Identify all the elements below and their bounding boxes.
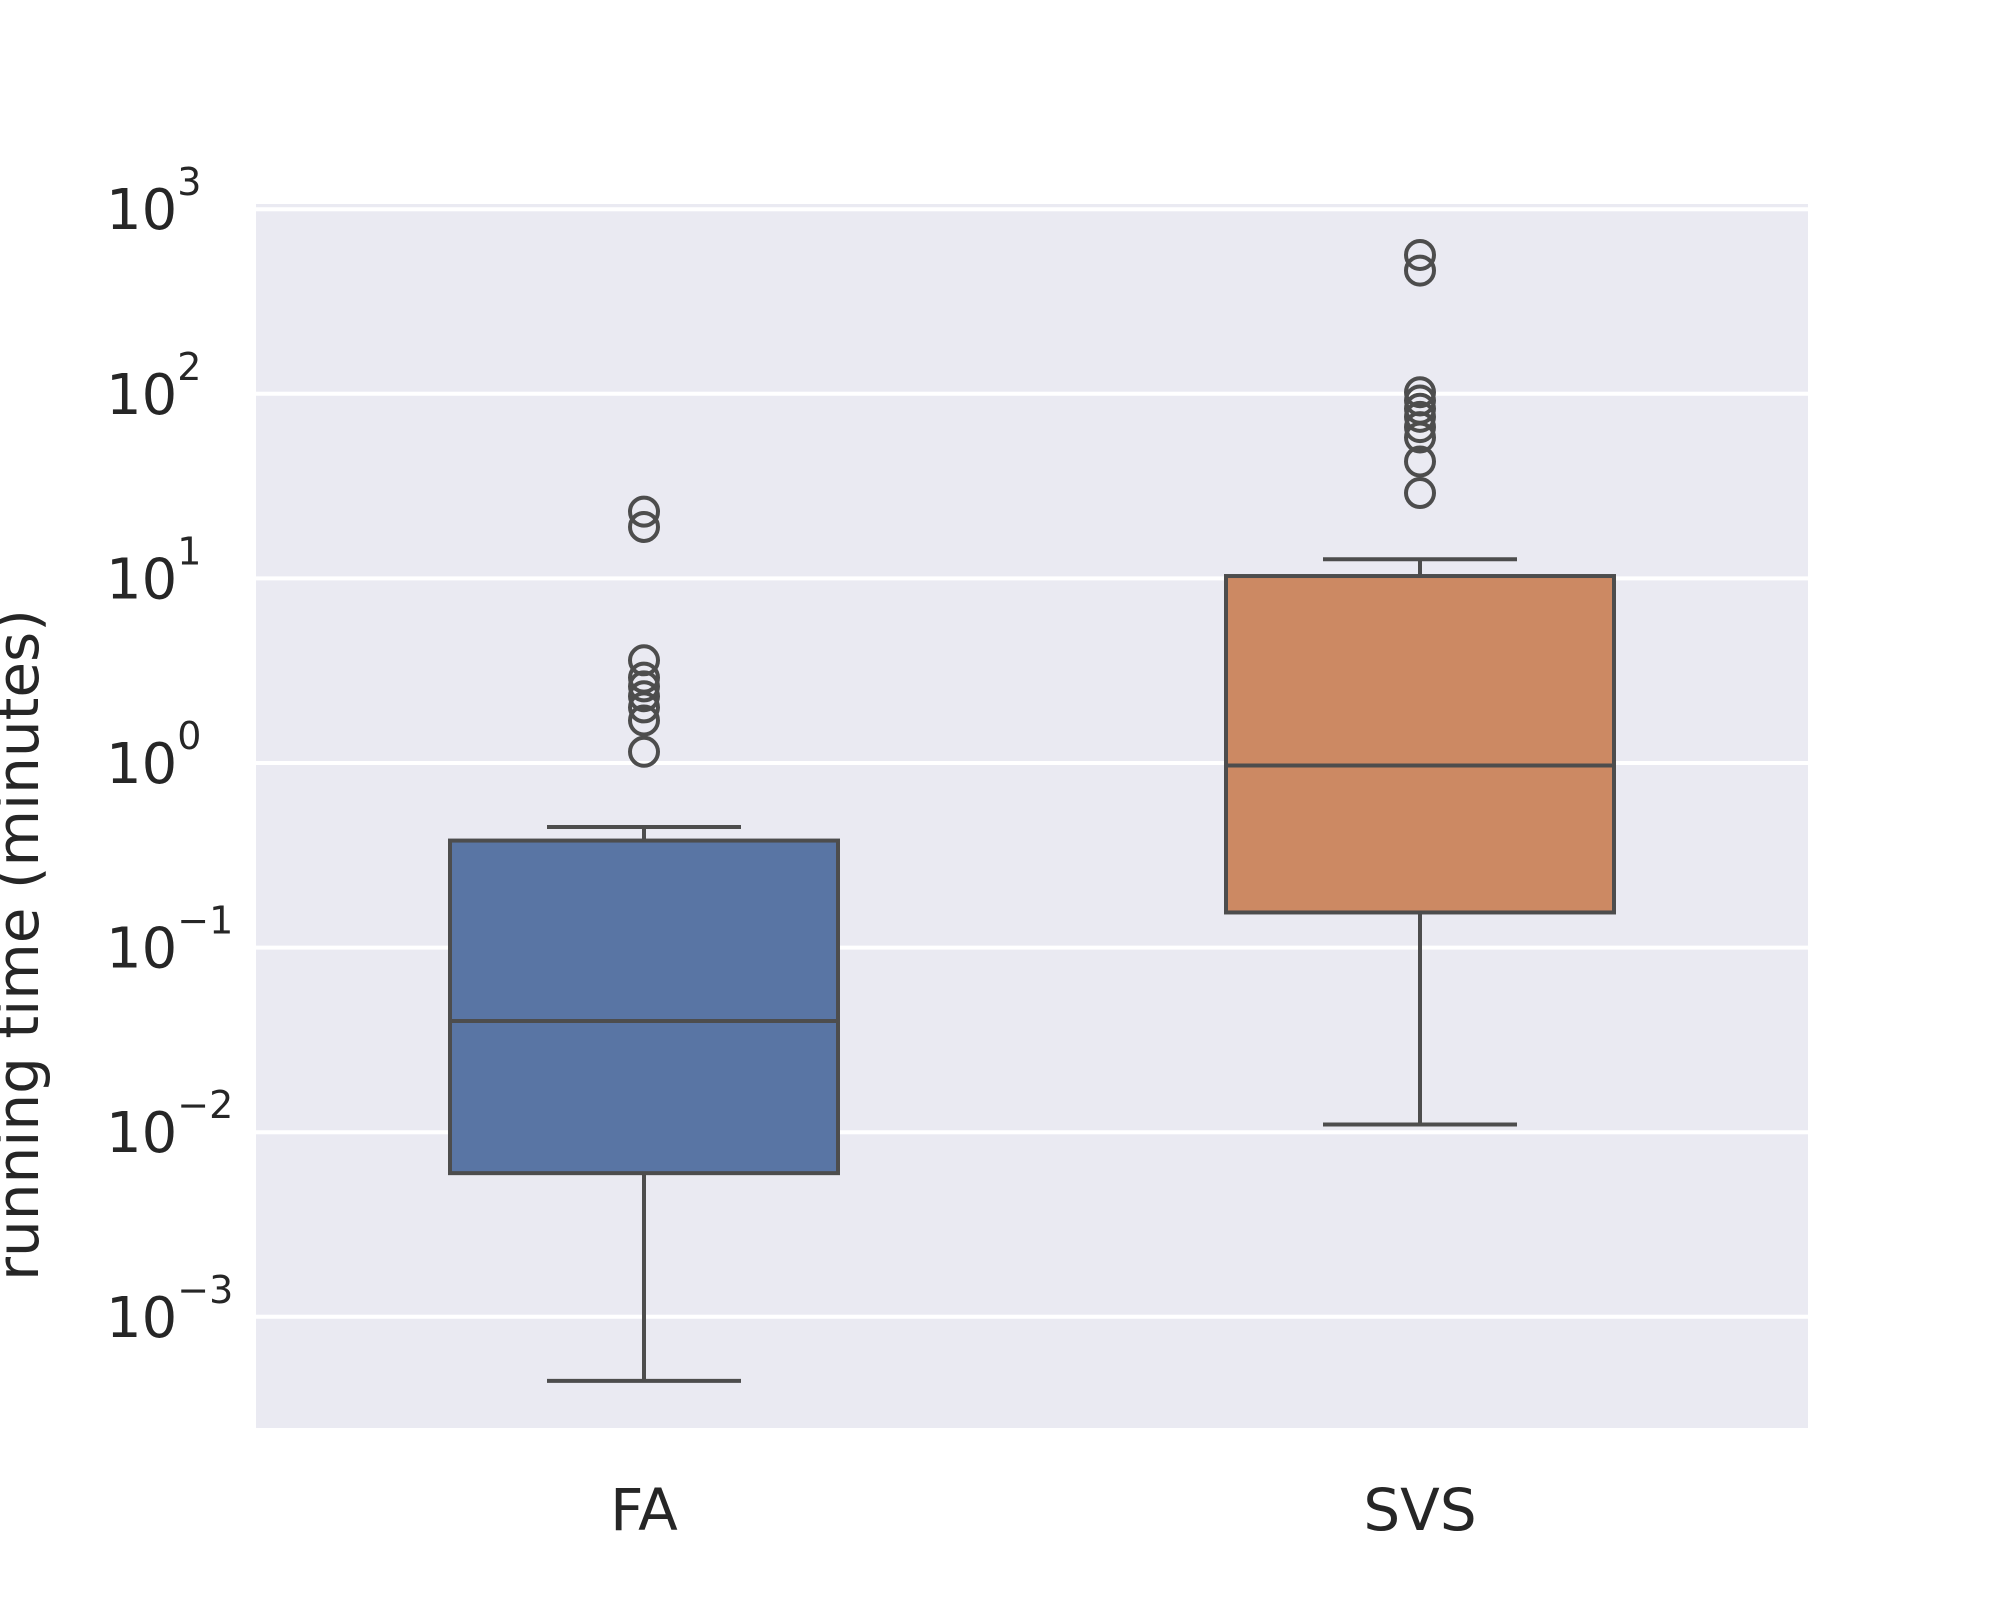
y-tick-label: 101 — [106, 529, 201, 612]
y-tick-label: 10−3 — [106, 1268, 233, 1351]
y-tick-label: 10−1 — [106, 899, 233, 982]
x-tick-labels: FA SVS — [610, 1476, 1477, 1544]
outlier-point — [628, 735, 660, 768]
outlier-point — [1404, 254, 1436, 287]
outlier-point — [1404, 238, 1436, 271]
boxes — [448, 238, 1616, 1383]
box-iqr — [448, 838, 840, 1176]
y-tick-labels: 10−3 10−2 10−1 100 101 102 103 — [106, 160, 233, 1351]
box-svs — [1224, 238, 1616, 1127]
outlier-point — [1404, 384, 1436, 417]
outlier-point — [628, 704, 660, 737]
y-tick-label: 102 — [106, 345, 201, 428]
box-iqr — [1224, 574, 1616, 915]
outlier-point — [628, 661, 660, 694]
outlier-point — [1404, 392, 1436, 425]
outlier-point — [1404, 400, 1436, 433]
outlier-point — [1404, 477, 1436, 510]
y-tick-label: 10−2 — [106, 1083, 233, 1166]
x-tick-label: SVS — [1363, 1476, 1476, 1544]
y-tick-label: 103 — [106, 160, 201, 243]
outlier-point — [1404, 376, 1436, 409]
outlier-point — [628, 510, 660, 543]
x-tick-label: FA — [610, 1476, 678, 1544]
y-axis-title: running time (minutes) — [0, 609, 52, 1281]
box-fa — [448, 495, 840, 1383]
outlier-point — [628, 680, 660, 713]
y-tick-label: 100 — [106, 714, 201, 797]
outlier-point — [628, 495, 660, 528]
outlier-point — [628, 644, 660, 677]
outlier-point — [1404, 445, 1436, 478]
